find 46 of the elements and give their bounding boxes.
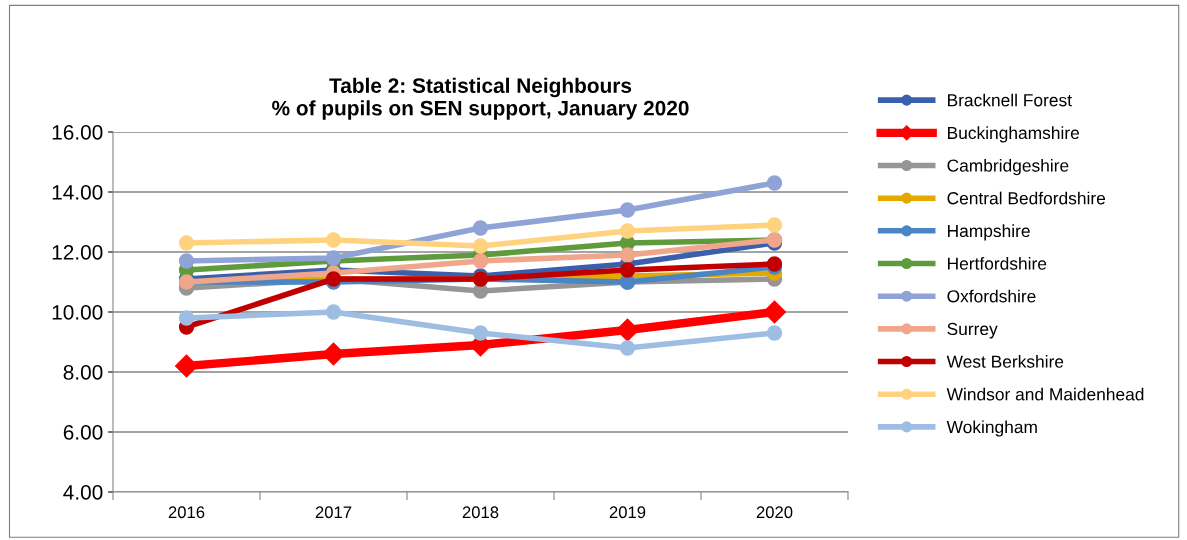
point: [178, 253, 195, 269]
legend-label: West Berkshire: [946, 355, 1064, 368]
point: [472, 283, 489, 299]
point: [178, 235, 195, 251]
legend-label: Cambridgeshire: [947, 158, 1069, 176]
point: [763, 300, 786, 324]
point: [766, 217, 783, 233]
legend-label: Bracknell Forest: [948, 93, 1072, 107]
x-tick-label: 2017: [315, 506, 352, 519]
y-tick-label: 12.00: [52, 245, 103, 260]
point: [322, 342, 345, 366]
point: [175, 354, 198, 378]
y-tick-label: 6.00: [63, 425, 103, 440]
point: [619, 340, 636, 356]
point: [472, 238, 489, 254]
x-tick-label: 2020: [756, 506, 793, 519]
legend-label: Hertfordshire: [948, 257, 1047, 270]
x-tick-label: 2019: [609, 506, 646, 519]
chart-title: Table 2: Statistical Neighbours % of pupils on SEN support, January 2020: [272, 77, 689, 120]
point: [766, 175, 783, 191]
legend-label: Buckinghamshire: [948, 126, 1079, 143]
point: [619, 223, 636, 239]
point: [472, 220, 489, 236]
legend-label: Hampshire: [948, 224, 1030, 241]
y-tick-label: 14.00: [52, 185, 103, 200]
legend-label: Central Bedfordshire: [947, 191, 1106, 205]
y-tick-label: 10.00: [52, 305, 103, 320]
legend-label: Surrey: [947, 322, 998, 339]
x-tick-label: 2018: [462, 506, 499, 519]
point: [472, 253, 489, 269]
point: [325, 232, 342, 248]
y-tick-label: 16.00: [52, 125, 103, 140]
point: [766, 325, 783, 341]
point: [472, 325, 489, 341]
legend-label: Windsor and Maidenhead: [946, 387, 1144, 401]
point: [325, 304, 342, 320]
legend-label: Oxfordshire: [947, 289, 1036, 303]
y-tick-label: 4.00: [63, 485, 103, 500]
point: [178, 310, 195, 326]
point: [616, 318, 639, 342]
legend-label: Wokingham: [946, 420, 1037, 437]
point: [619, 262, 636, 278]
y-tick-label: 8.00: [63, 365, 103, 380]
x-tick-label: 2016: [168, 506, 205, 519]
point: [619, 202, 636, 218]
point: [619, 247, 636, 263]
